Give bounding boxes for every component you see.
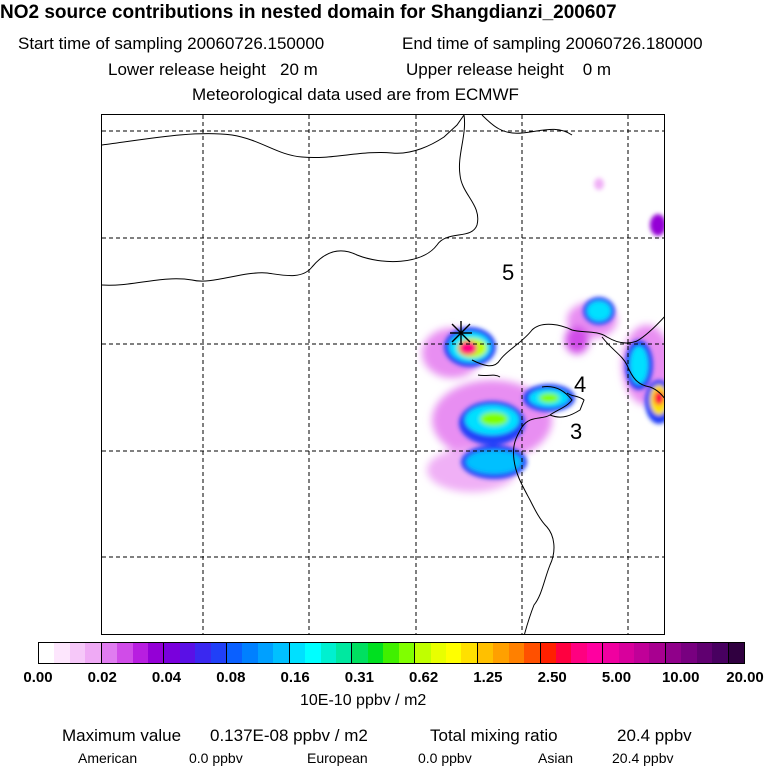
colorbar-segment (398, 643, 416, 663)
american-value: 0.0 ppbv (189, 750, 243, 766)
colorbar-segment (101, 643, 118, 663)
colorbar-segment (634, 643, 650, 663)
colorbar-segment (164, 643, 180, 663)
start-time: Start time of sampling 20060726.150000 (18, 34, 324, 54)
colorbar-segment (524, 643, 541, 663)
asian-label: Asian (538, 750, 574, 766)
colorbar-unit: 10E-10 ppbv / m2 (300, 692, 427, 709)
upper-release-label: Upper release height (406, 60, 564, 79)
colorbar-segment (445, 643, 462, 663)
colorbar-segment (179, 643, 196, 663)
start-time-label: Start time of sampling (18, 34, 183, 53)
colorbar-segment (415, 643, 431, 663)
colorbar-segment (696, 643, 713, 663)
colorbar-segment (728, 643, 744, 663)
colorbar-tick-label: 0.04 (151, 669, 182, 686)
map-canvas: 5 4 3 (102, 115, 664, 634)
colorbar-segment (147, 643, 165, 663)
colorbar-segment (352, 643, 368, 663)
plume-core (444, 178, 664, 479)
max-value: 0.137E-08 ppbv / m2 (210, 726, 368, 745)
colorbar-segment (586, 643, 604, 663)
contour-label-3: 3 (570, 419, 582, 444)
start-time-value: 20060726.150000 (187, 34, 325, 53)
colorbar-segment (227, 643, 243, 663)
european-value: 0.0 ppbv (418, 750, 472, 766)
end-time: End time of sampling 20060726.180000 (402, 34, 703, 54)
colorbar-segment (555, 643, 572, 663)
meteo-source: Meteorological data used are from ECMWF (192, 85, 519, 104)
colorbar-segment (383, 643, 399, 663)
end-time-label: End time of sampling (402, 34, 561, 53)
colorbar-segment (39, 643, 55, 663)
colorbar-segment (336, 643, 353, 663)
map-title: NO2 source contributions in nested domai… (0, 2, 617, 23)
colorbar-tick-label: 1.25 (473, 669, 503, 686)
max-value-label: Maximum value (62, 726, 182, 745)
map-panel: 5 4 3 (101, 114, 665, 635)
colorbar-tick-label: 0.00 (23, 669, 53, 686)
lower-release-value: 20 m (280, 60, 318, 79)
receptor-star-icon (450, 321, 472, 345)
colorbar-tick-label: 0.31 (344, 669, 374, 686)
colorbar-segment (712, 643, 729, 663)
colorbar-segment (571, 643, 587, 663)
contour-label-5: 5 (502, 260, 514, 285)
colorbar-tick-label: 20.00 (726, 669, 764, 686)
colorbar-segment (242, 643, 258, 663)
colorbar-segment (305, 643, 321, 663)
colorbar-tick-label: 2.50 (537, 669, 567, 686)
colorbar-segment (508, 643, 525, 663)
colorbar-segment (681, 643, 697, 663)
coastlines (102, 115, 664, 634)
concentration-plumes (422, 178, 664, 492)
lower-release-label: Lower release height (108, 60, 266, 79)
colorbar-segment (461, 643, 478, 663)
colorbar-tick-label: 0.02 (87, 669, 117, 686)
colorbar-segment (618, 643, 635, 663)
lower-release-height: Lower release height 20 m (108, 60, 318, 80)
total-mixing-value: 20.4 ppbv (617, 726, 692, 745)
european-label: European (307, 750, 368, 766)
upper-release-height: Upper release height 0 m (406, 60, 611, 80)
colorbar-segment (195, 643, 211, 663)
upper-release-value: 0 m (582, 60, 612, 79)
colorbar-segment (603, 643, 619, 663)
total-mixing-label: Total mixing ratio (430, 726, 558, 745)
colorbar (38, 642, 745, 664)
end-time-value: 20060726.180000 (565, 34, 703, 53)
colorbar-segment (69, 643, 86, 663)
colorbar-tick-label: 0.62 (409, 669, 439, 686)
colorbar-segment (54, 643, 70, 663)
graticule (102, 115, 664, 634)
colorbar-segment (85, 643, 102, 663)
colorbar-segment (477, 643, 494, 663)
colorbar-segment (320, 643, 337, 663)
colorbar-segment (132, 643, 148, 663)
colorbar-tick-label: 5.00 (601, 669, 632, 686)
colorbar-segment (117, 643, 133, 663)
colorbar-segment (257, 643, 274, 663)
colorbar-tick-label: 0.16 (280, 669, 310, 686)
colorbar-segment (367, 643, 384, 663)
colorbar-segment (665, 643, 682, 663)
colorbar-segment (210, 643, 228, 663)
colorbar-segment (273, 643, 290, 663)
contour-label-4: 4 (574, 372, 586, 397)
colorbar-segment (430, 643, 446, 663)
colorbar-segment (493, 643, 509, 663)
colorbar-segment (289, 643, 306, 663)
colorbar-tick-label: 10.00 (661, 669, 700, 686)
colorbar-segment (540, 643, 556, 663)
asian-value: 20.4 ppbv (612, 750, 674, 766)
colorbar-segment (649, 643, 666, 663)
colorbar-tick-label: 0.08 (216, 669, 246, 686)
american-label: American (78, 750, 138, 766)
